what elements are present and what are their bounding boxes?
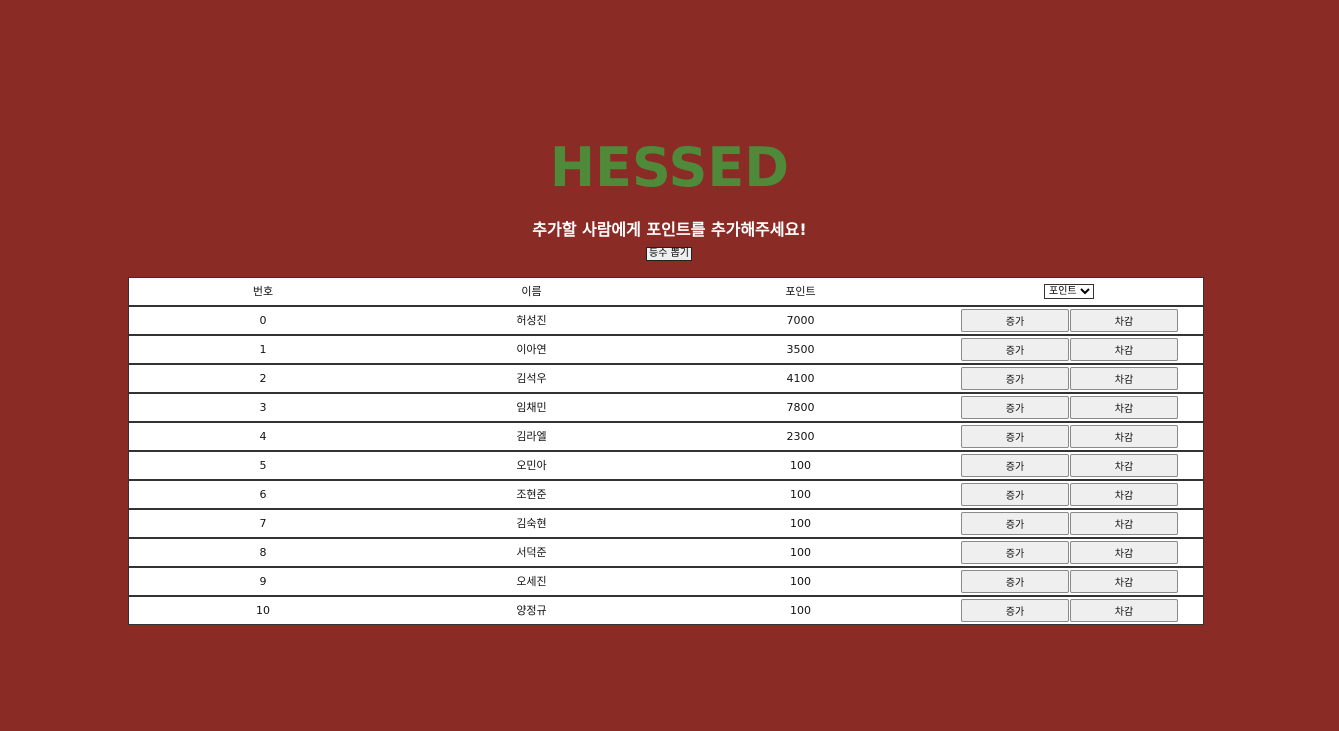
row-number: 3 (259, 400, 267, 414)
increase-button[interactable]: 증가 (961, 598, 1069, 622)
row-actions: 증가 차감 (935, 567, 1204, 596)
row-actions: 증가 차감 (935, 393, 1204, 422)
row-points: 3500 (786, 342, 815, 356)
row-actions: 증가 차감 (935, 509, 1204, 538)
row-name: 임채민 (516, 401, 547, 414)
row-name: 오세진 (516, 575, 547, 588)
row-actions: 증가 차감 (935, 596, 1204, 625)
page-subtitle: 추가할 사람에게 포인트를 추가해주세요! (532, 220, 807, 239)
draw-rank-button[interactable]: 등수 뽑기 (646, 247, 692, 261)
table-row: 5 오민아 100 증가 차감 (128, 450, 1204, 480)
decrease-button[interactable]: 차감 (1070, 308, 1178, 332)
increase-button[interactable]: 증가 (961, 569, 1069, 593)
table-row: 4 김라엘 2300 증가 차감 (128, 421, 1204, 451)
decrease-button[interactable]: 차감 (1070, 395, 1178, 419)
row-name: 서덕준 (516, 546, 547, 559)
increase-button[interactable]: 증가 (961, 511, 1069, 535)
row-actions: 증가 차감 (935, 306, 1204, 335)
decrease-button[interactable]: 차감 (1070, 482, 1178, 506)
row-name: 오민아 (516, 459, 547, 472)
table-body: 0 허성진 7000 증가 차감 1 이아연 3500 증가 차감 2 김석우 4100 증가 차감 3 임채민… (128, 305, 1204, 625)
table-row: 9 오세진 100 증가 차감 (128, 566, 1204, 596)
row-number: 8 (259, 545, 267, 559)
row-number: 0 (259, 313, 267, 327)
row-name: 조현준 (516, 488, 547, 501)
table-row: 3 임채민 7800 증가 차감 (128, 392, 1204, 422)
table-row: 0 허성진 7000 증가 차감 (128, 305, 1204, 335)
logo-text: HESSED (549, 136, 790, 199)
increase-button[interactable]: 증가 (961, 395, 1069, 419)
row-name: 김숙현 (516, 517, 547, 530)
increase-button[interactable]: 증가 (961, 453, 1069, 477)
row-points: 100 (790, 487, 811, 501)
row-actions: 증가 차감 (935, 480, 1204, 509)
column-header-number: 번호 (252, 285, 274, 299)
row-points: 4100 (786, 371, 815, 385)
table-row: 10 양정규 100 증가 차감 (128, 595, 1204, 625)
row-number: 10 (256, 603, 270, 617)
table-row: 8 서덕준 100 증가 차감 (128, 537, 1204, 567)
row-name: 김라엘 (516, 430, 547, 443)
row-number: 1 (259, 342, 267, 356)
row-number: 4 (259, 429, 267, 443)
increase-button[interactable]: 증가 (961, 366, 1069, 390)
decrease-button[interactable]: 차감 (1070, 540, 1178, 564)
sort-select[interactable]: 포인트 (1044, 283, 1094, 299)
row-points: 7800 (786, 400, 815, 414)
row-actions: 증가 차감 (935, 364, 1204, 393)
row-points: 2300 (786, 429, 815, 443)
column-header-points: 포인트 (785, 285, 816, 299)
decrease-button[interactable]: 차감 (1070, 598, 1178, 622)
row-name: 허성진 (516, 314, 547, 327)
row-number: 6 (259, 487, 267, 501)
row-points: 100 (790, 545, 811, 559)
row-name: 양정규 (516, 604, 547, 618)
row-points: 100 (790, 458, 811, 472)
row-name: 이아연 (516, 343, 547, 356)
increase-button[interactable]: 증가 (961, 424, 1069, 448)
table-row: 1 이아연 3500 증가 차감 (128, 334, 1204, 364)
increase-button[interactable]: 증가 (961, 337, 1069, 361)
row-actions: 증가 차감 (935, 451, 1204, 480)
table-row: 2 김석우 4100 증가 차감 (128, 363, 1204, 393)
row-points: 100 (790, 603, 811, 617)
decrease-button[interactable]: 차감 (1070, 424, 1178, 448)
row-number: 9 (259, 574, 267, 588)
row-points: 100 (790, 574, 811, 588)
row-number: 7 (259, 516, 267, 530)
increase-button[interactable]: 증가 (961, 482, 1069, 506)
row-actions: 증가 차감 (935, 335, 1204, 364)
row-actions: 증가 차감 (935, 538, 1204, 567)
column-header-name: 이름 (521, 285, 542, 299)
decrease-button[interactable]: 차감 (1070, 511, 1178, 535)
table-header-row: 번호 이름 포인트 포인트 (128, 277, 1204, 306)
column-header-sort: 포인트 (935, 278, 1204, 306)
row-points: 100 (790, 516, 811, 530)
decrease-button[interactable]: 차감 (1070, 366, 1178, 390)
decrease-button[interactable]: 차감 (1070, 569, 1178, 593)
points-table: 번호 이름 포인트 포인트 0 허성진 7000 증가 차감 1 이아연 3500 증가 차감 2 김… (128, 277, 1204, 625)
table-row: 6 조현준 100 증가 차감 (128, 479, 1204, 509)
decrease-button[interactable]: 차감 (1070, 453, 1178, 477)
row-name: 김석우 (516, 372, 547, 385)
row-number: 2 (259, 371, 267, 385)
row-actions: 증가 차감 (935, 422, 1204, 451)
increase-button[interactable]: 증가 (961, 540, 1069, 564)
table-row: 7 김숙현 100 증가 차감 (128, 508, 1204, 538)
decrease-button[interactable]: 차감 (1070, 337, 1178, 361)
row-points: 7000 (786, 313, 815, 327)
increase-button[interactable]: 증가 (961, 308, 1069, 332)
row-number: 5 (259, 458, 267, 472)
